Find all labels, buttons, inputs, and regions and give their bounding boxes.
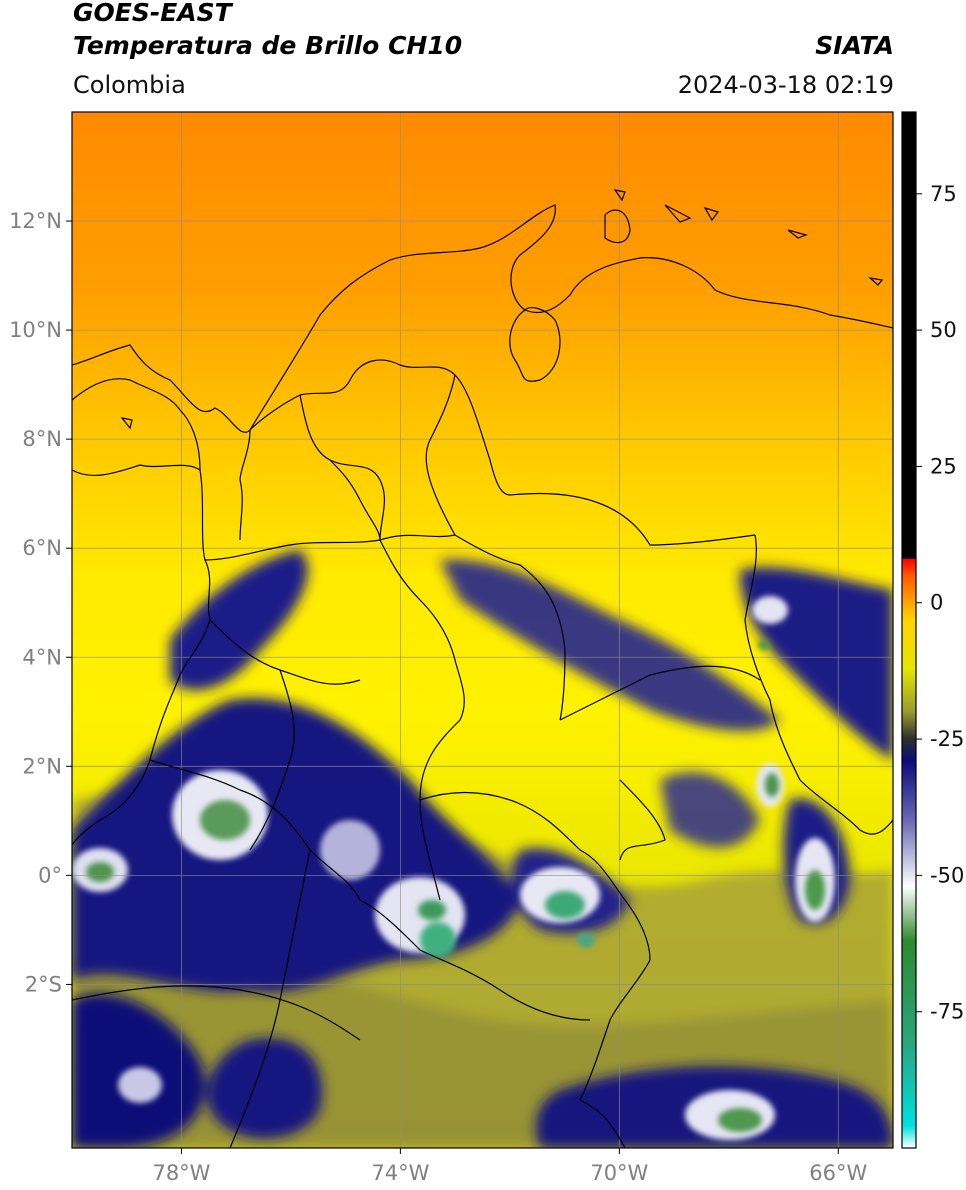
lon-tick-label: 78°W xyxy=(152,1161,210,1185)
lat-tick-label: 10°N xyxy=(9,318,62,342)
colorbar-tick-label: -75 xyxy=(930,1000,964,1024)
lat-tick-label: 6°N xyxy=(22,536,62,560)
colorbar-tick-label: 0 xyxy=(930,591,943,615)
lat-tick-label: 8°N xyxy=(22,427,62,451)
satellite-title: GOES-EAST xyxy=(73,0,232,27)
colorbar-frame xyxy=(901,111,917,1149)
map-panel xyxy=(72,112,893,1148)
colorbar-tick-label: 25 xyxy=(930,454,957,478)
colorbar: 75 50 25 0 -25 -50 -75 xyxy=(901,111,964,1149)
brand-label: SIATA xyxy=(815,31,894,60)
very-cold-cloud-tops xyxy=(72,596,835,1140)
lat-tick-label: 2°N xyxy=(22,754,62,778)
colorbar-fill xyxy=(902,112,916,1148)
lat-tick-label: 12°N xyxy=(9,209,62,233)
colorbar-tick-label: 50 xyxy=(930,318,957,342)
lat-tick-label: 0° xyxy=(38,863,62,887)
lon-tick-label: 74°W xyxy=(371,1161,429,1185)
lat-tick-label: 4°N xyxy=(22,645,62,669)
coastlines-and-borders xyxy=(72,189,893,1148)
colorbar-ticks: 75 50 25 0 -25 -50 -75 xyxy=(916,182,964,1024)
colorbar-tick-label: 75 xyxy=(930,182,957,206)
graticule xyxy=(72,112,893,1148)
colorbar-tick-label: -50 xyxy=(930,863,964,887)
lon-tick-label: 66°W xyxy=(809,1161,867,1185)
lon-tick-labels: 78°W 74°W 70°W 66°W xyxy=(152,1148,867,1185)
product-title: Temperatura de Brillo CH10 xyxy=(73,31,463,60)
colorbar-tick-label: -25 xyxy=(930,727,964,751)
region-label: Colombia xyxy=(73,71,186,99)
timestamp-label: 2024-03-18 02:19 xyxy=(677,71,894,99)
map-frame xyxy=(71,111,894,1149)
lon-tick-label: 70°W xyxy=(590,1161,648,1185)
coldest-cloud-cores xyxy=(86,640,825,1132)
lat-tick-labels: 12°N 10°N 8°N 6°N 4°N 2°N 0° 2°S xyxy=(9,209,72,996)
lat-tick-label: 2°S xyxy=(25,972,62,996)
